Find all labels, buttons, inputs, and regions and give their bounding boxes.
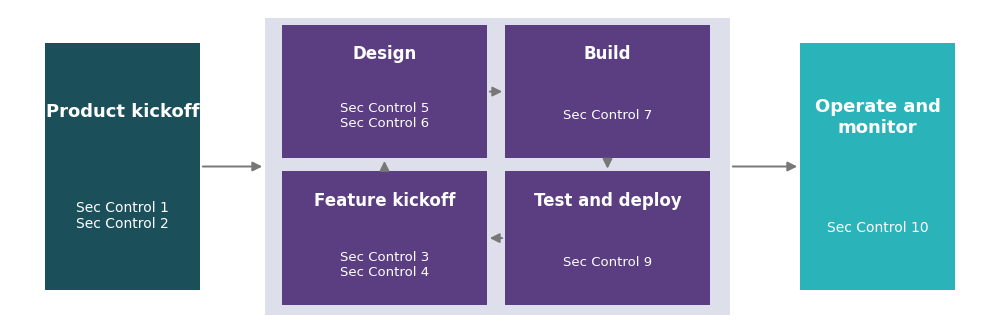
FancyBboxPatch shape: [800, 43, 955, 290]
Text: Sec Control 7: Sec Control 7: [563, 109, 652, 122]
Text: Sec Control 1
Sec Control 2: Sec Control 1 Sec Control 2: [76, 201, 169, 231]
Text: Build: Build: [584, 45, 631, 63]
Text: Operate and
monitor: Operate and monitor: [815, 98, 940, 137]
Text: Sec Control 10: Sec Control 10: [827, 221, 928, 235]
FancyBboxPatch shape: [265, 18, 730, 315]
FancyBboxPatch shape: [282, 171, 487, 305]
Text: Feature kickoff: Feature kickoff: [314, 192, 455, 210]
FancyBboxPatch shape: [505, 171, 710, 305]
FancyBboxPatch shape: [282, 25, 487, 158]
Text: Design: Design: [352, 45, 417, 63]
Text: Product kickoff: Product kickoff: [46, 103, 199, 121]
Text: Test and deploy: Test and deploy: [534, 192, 681, 210]
Text: Sec Control 9: Sec Control 9: [563, 255, 652, 269]
Text: Sec Control 3
Sec Control 4: Sec Control 3 Sec Control 4: [340, 251, 429, 279]
FancyBboxPatch shape: [505, 25, 710, 158]
FancyBboxPatch shape: [45, 43, 200, 290]
Text: Sec Control 5
Sec Control 6: Sec Control 5 Sec Control 6: [340, 102, 429, 130]
